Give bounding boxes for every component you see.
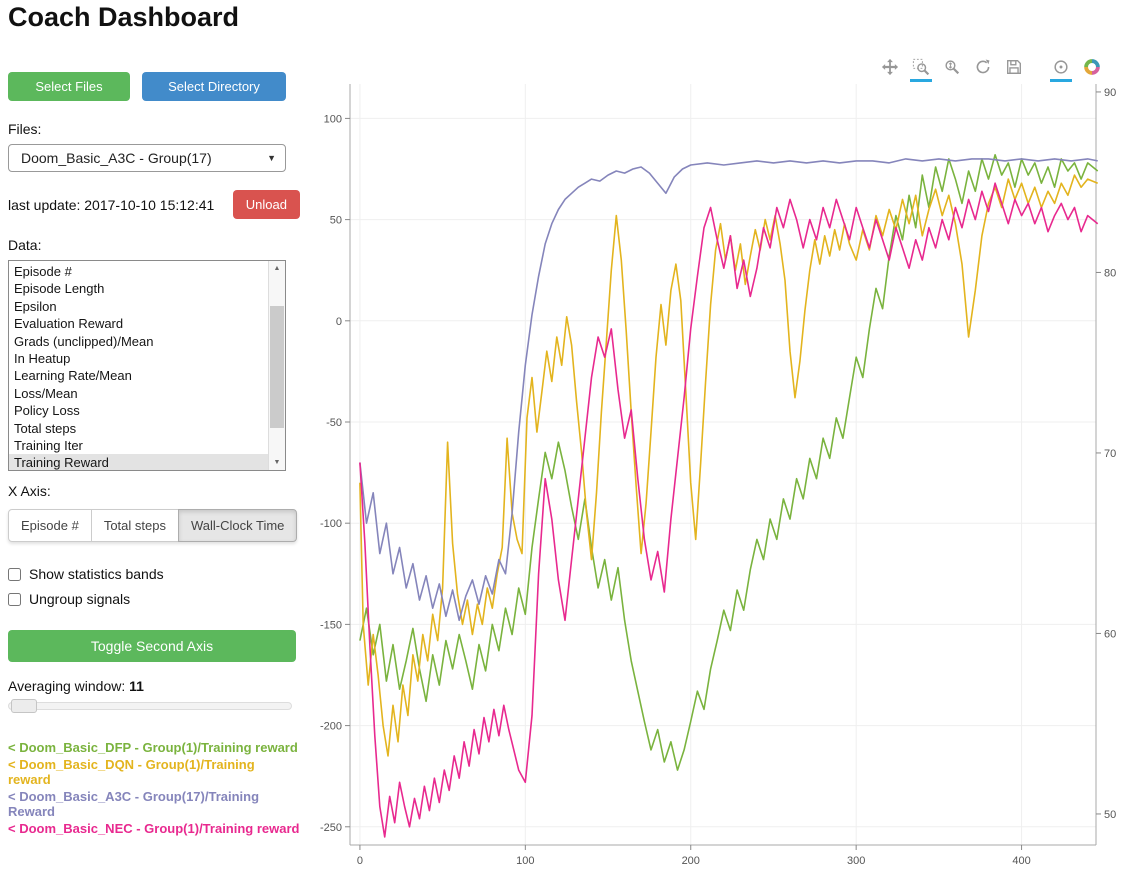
files-label: Files: bbox=[8, 121, 42, 137]
legend-item[interactable]: < Doom_Basic_DQN - Group(1)/Training rew… bbox=[8, 756, 255, 788]
save-tool[interactable] bbox=[1002, 56, 1026, 78]
svg-text:200: 200 bbox=[682, 855, 700, 867]
select-directory-button[interactable]: Select Directory bbox=[142, 72, 286, 101]
files-select[interactable]: Doom_Basic_A3C - Group(17) ▼ bbox=[8, 144, 286, 172]
list-item[interactable]: In Heatup bbox=[14, 351, 71, 367]
data-label: Data: bbox=[8, 237, 42, 253]
last-update-text: last update: 2017-10-10 15:12:41 bbox=[8, 196, 215, 213]
scroll-up-icon[interactable]: ▲ bbox=[273, 265, 281, 272]
svg-text:90: 90 bbox=[1104, 87, 1116, 99]
svg-text:-50: -50 bbox=[326, 417, 342, 429]
svg-text:50: 50 bbox=[330, 215, 342, 227]
sidebar: Select Files Select Directory Files: Doo… bbox=[8, 72, 300, 837]
xaxis-option-wall-clock-time[interactable]: Wall-Clock Time bbox=[177, 509, 298, 542]
select-caret-icon: ▼ bbox=[267, 153, 276, 163]
series-line bbox=[359, 174, 1099, 757]
x-axis-label: X Axis: bbox=[8, 483, 51, 499]
scroll-down-icon[interactable]: ▼ bbox=[273, 459, 281, 466]
files-select-value: Doom_Basic_A3C - Group(17) bbox=[21, 150, 212, 166]
list-item[interactable]: Episode Length bbox=[14, 281, 105, 297]
averaging-window-row: Averaging window: 11 bbox=[8, 678, 300, 694]
chart-panel: 100 50 0 -50 -100 -150 -200 -250 90 80 70 60 50 0 100 2… bbox=[308, 48, 1142, 881]
pan-tool[interactable] bbox=[878, 56, 902, 78]
svg-text:50: 50 bbox=[1104, 809, 1116, 821]
save-icon bbox=[1007, 60, 1021, 74]
hover-icon bbox=[1054, 60, 1068, 74]
series-line bbox=[359, 158, 1098, 622]
averaging-window-label: Averaging window: bbox=[8, 678, 126, 694]
list-item[interactable]: Training Reward bbox=[9, 454, 268, 470]
list-item[interactable]: Epsilon bbox=[14, 298, 57, 314]
list-item[interactable]: Evaluation Reward bbox=[14, 316, 124, 332]
svg-text:-250: -250 bbox=[320, 822, 342, 834]
svg-text:300: 300 bbox=[847, 855, 865, 867]
box-zoom-icon bbox=[912, 58, 930, 76]
file-buttons-row: Select Files Select Directory bbox=[8, 72, 300, 101]
svg-text:0: 0 bbox=[357, 855, 363, 867]
legend-item[interactable]: < Doom_Basic_A3C - Group(17)/Training Re… bbox=[8, 788, 260, 820]
list-item[interactable]: Grads (unclipped)/Mean bbox=[14, 333, 154, 349]
reset-icon bbox=[976, 59, 990, 74]
list-item[interactable]: Policy Loss bbox=[14, 403, 80, 419]
ungroup-signals-row: Ungroup signals bbox=[8, 591, 300, 607]
show-statistics-bands-row: Show statistics bands bbox=[8, 566, 300, 582]
last-update-row: last update: 2017-10-10 15:12:41 Unload bbox=[8, 190, 300, 219]
box-zoom-tool[interactable] bbox=[909, 56, 933, 82]
plot-canvas[interactable]: 100 50 0 -50 -100 -150 -200 -250 90 80 70 60 50 0 100 2… bbox=[308, 48, 1142, 874]
show-statistics-bands-checkbox[interactable] bbox=[8, 567, 21, 581]
list-item[interactable]: Learning Rate/Mean bbox=[14, 368, 132, 384]
slider-handle[interactable] bbox=[11, 699, 37, 713]
xaxis-option-total-steps[interactable]: Total steps bbox=[90, 509, 179, 542]
hover-tool[interactable] bbox=[1049, 56, 1073, 82]
x-axis-button-group: Episode # Total steps Wall-Clock Time bbox=[8, 509, 298, 542]
page-title: Coach Dashboard bbox=[8, 2, 240, 32]
averaging-window-slider[interactable] bbox=[8, 699, 292, 713]
toggle-second-axis-button[interactable]: Toggle Second Axis bbox=[8, 630, 296, 662]
bokeh-logo[interactable] bbox=[1080, 56, 1104, 78]
svg-text:100: 100 bbox=[324, 113, 342, 125]
series-line bbox=[359, 154, 1099, 771]
legend-item[interactable]: < Doom_Basic_NEC - Group(1)/Training rew… bbox=[8, 820, 300, 836]
scrollbar-thumb[interactable] bbox=[270, 306, 284, 428]
svg-text:-200: -200 bbox=[320, 721, 342, 733]
reset-tool[interactable] bbox=[971, 56, 995, 78]
unload-button[interactable]: Unload bbox=[232, 190, 300, 219]
wheel-zoom-icon bbox=[945, 60, 960, 75]
bokeh-logo-icon bbox=[1084, 59, 1100, 75]
svg-text:60: 60 bbox=[1104, 628, 1116, 640]
select-files-button[interactable]: Select Files bbox=[8, 72, 130, 101]
list-item[interactable]: Loss/Mean bbox=[14, 385, 78, 401]
list-item[interactable]: Training Iter bbox=[14, 438, 83, 454]
svg-text:70: 70 bbox=[1104, 448, 1116, 460]
pan-icon bbox=[881, 58, 899, 76]
averaging-window-value: 11 bbox=[129, 678, 144, 694]
svg-text:-150: -150 bbox=[320, 619, 342, 631]
svg-text:0: 0 bbox=[336, 316, 342, 328]
svg-text:100: 100 bbox=[516, 855, 534, 867]
legend-item[interactable]: < Doom_Basic_DFP - Group(1)/Training rew… bbox=[8, 740, 298, 755]
bokeh-toolbar bbox=[878, 56, 1104, 82]
wheel-zoom-tool[interactable] bbox=[940, 56, 964, 78]
data-signal-list: Episode # Episode Length Epsilon Evaluation… bbox=[8, 260, 286, 471]
list-item[interactable]: Total steps bbox=[14, 420, 77, 436]
list-item[interactable]: Episode # bbox=[14, 264, 72, 279]
xaxis-option-episode-[interactable]: Episode # bbox=[8, 509, 92, 542]
series-line bbox=[359, 182, 1099, 838]
svg-text:400: 400 bbox=[1012, 855, 1030, 867]
ungroup-signals-label: Ungroup signals bbox=[29, 591, 131, 607]
signal-legend: < Doom_Basic_DFP - Group(1)/Training rew… bbox=[8, 740, 300, 836]
svg-text:-100: -100 bbox=[320, 518, 342, 530]
data-list-scrollbar[interactable]: ▲ ▼ bbox=[268, 261, 285, 470]
svg-text:80: 80 bbox=[1104, 267, 1116, 279]
ungroup-signals-checkbox[interactable] bbox=[8, 592, 21, 606]
show-statistics-bands-label: Show statistics bands bbox=[29, 566, 164, 582]
